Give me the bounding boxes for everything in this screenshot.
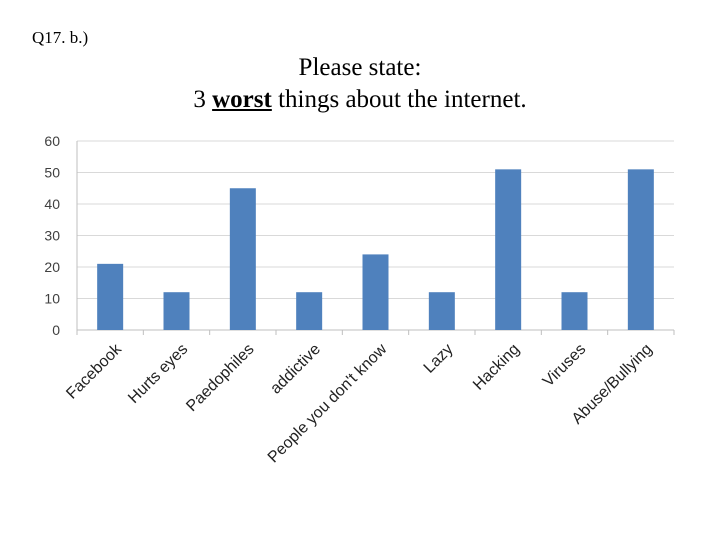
y-tick-label: 40: [44, 196, 60, 212]
bar: [428, 292, 455, 330]
y-tick-label: 0: [52, 322, 60, 338]
bar: [296, 292, 323, 330]
y-tick-label: 30: [44, 228, 60, 244]
x-tick-label: Hurts eyes: [125, 341, 191, 407]
chart-title-line2: 3 worst things about the internet.: [0, 84, 720, 116]
title-suffix: things about the internet.: [271, 86, 527, 113]
chart-title-line1: Please state:: [298, 54, 422, 81]
y-tick-label: 60: [44, 133, 60, 149]
title-prefix: 3: [193, 86, 213, 113]
y-tick-label: 20: [44, 259, 60, 275]
x-tick-label: People you don't know: [265, 340, 391, 466]
title-emphasis: worst: [212, 86, 272, 113]
y-tick-label: 10: [44, 291, 60, 307]
x-tick-label: Facebook: [63, 340, 125, 402]
bar: [561, 292, 588, 330]
bar: [163, 292, 190, 330]
bar: [362, 254, 389, 330]
x-tick-label: Viruses: [540, 341, 590, 391]
bar: [97, 263, 124, 330]
x-tick-label: addictive: [267, 341, 324, 398]
y-tick-label: 50: [44, 165, 60, 181]
x-tick-label: Lazy: [421, 341, 457, 377]
bar: [495, 169, 522, 330]
question-number: Q17. b.): [32, 28, 89, 47]
bar: [627, 169, 654, 330]
x-tick-label: Hacking: [470, 341, 523, 394]
bar: [229, 188, 256, 330]
x-tick-label: Paedophiles: [183, 341, 257, 415]
